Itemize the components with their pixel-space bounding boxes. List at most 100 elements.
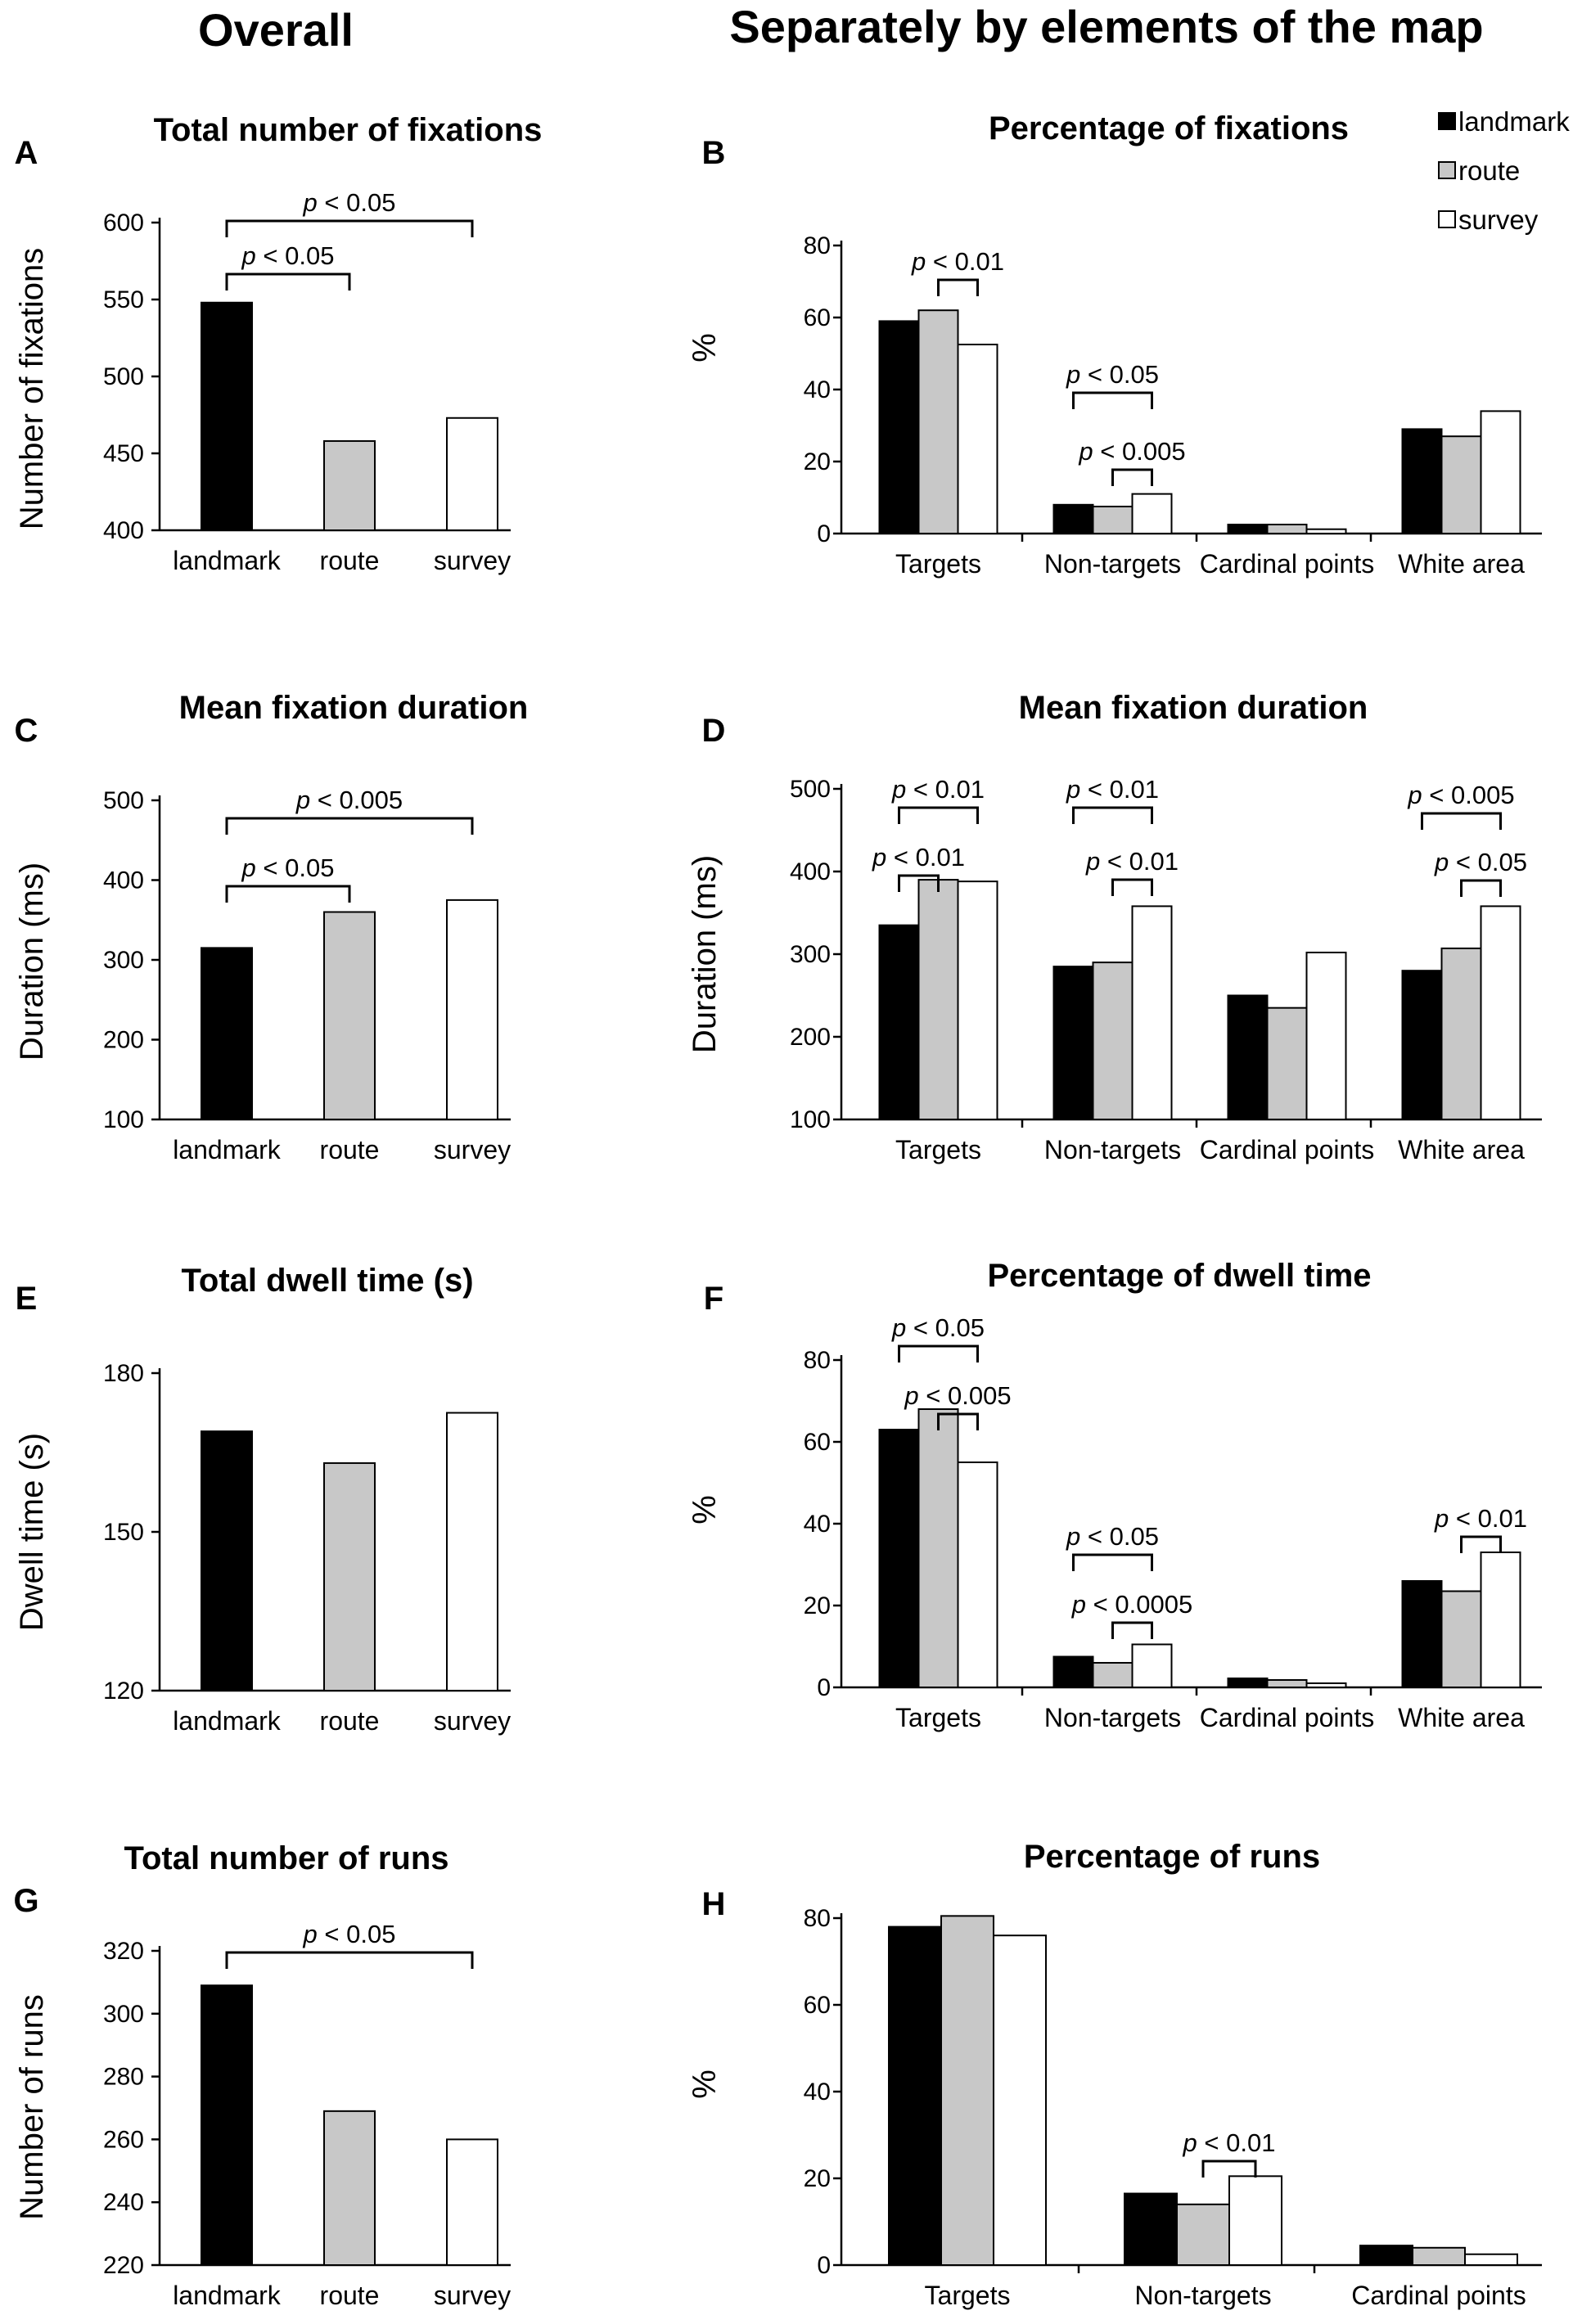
y-axis-label: Dwell time (s) xyxy=(14,1433,50,1631)
panel-c: C Mean fixation duration Duration (ms) 100 2… xyxy=(14,690,528,1164)
p-value: < 0.05 xyxy=(256,241,335,270)
significance-label: p < 0.005 xyxy=(1407,781,1514,809)
bracket-line xyxy=(1072,391,1153,409)
p-symbol: p xyxy=(241,853,256,882)
y-tick-label: 500 xyxy=(103,363,144,390)
bar-landmark xyxy=(1052,966,1094,1121)
bar-survey xyxy=(993,1934,1047,2266)
y-tick-label: 450 xyxy=(103,440,144,467)
y-tick-label: 500 xyxy=(790,776,831,803)
x-category-label: Non-targets xyxy=(1044,1703,1181,1732)
bar-route xyxy=(323,2110,376,2267)
panels: A Total number of fixations Number of fixa… xyxy=(13,110,1542,2310)
bar-survey xyxy=(1305,528,1347,534)
p-symbol: p xyxy=(1085,847,1100,876)
p-value: < 0.05 xyxy=(1449,848,1527,876)
bar-survey xyxy=(1480,905,1521,1121)
significance-label: p < 0.05 xyxy=(1066,1522,1159,1551)
significance-bracket: p < 0.05 xyxy=(1434,848,1527,897)
x-category-label: Targets xyxy=(925,2281,1011,2310)
legend-label-route: route xyxy=(1458,155,1520,186)
p-value: < 0.05 xyxy=(318,1920,396,1948)
significance-bracket: p < 0.005 xyxy=(1078,437,1186,486)
significance-label: p < 0.05 xyxy=(303,1920,396,1948)
bracket-line xyxy=(225,272,351,290)
panel-a: A Total number of fixations Number of fixa… xyxy=(14,112,542,575)
p-symbol: p xyxy=(1407,781,1422,809)
p-value: < 0.05 xyxy=(906,1313,985,1342)
panel-b: B Percentage of fixations% 0 20 40 60 80 Target… xyxy=(687,110,1542,579)
p-value: < 0.005 xyxy=(310,786,403,814)
y-tick-label: 60 xyxy=(804,1429,831,1456)
p-value: < 0.05 xyxy=(1080,360,1159,389)
bar-landmark xyxy=(1359,2245,1413,2266)
p-value: < 0.01 xyxy=(1197,2128,1276,2157)
y-tick-label: 600 xyxy=(103,209,144,236)
y-axis-label: % xyxy=(687,1495,723,1525)
bar-route xyxy=(323,911,376,1120)
x-category-label: Non-targets xyxy=(1044,1135,1181,1164)
significance-label: p < 0.01 xyxy=(911,247,1004,276)
x-category-label: landmark xyxy=(173,1706,282,1736)
x-category-label: survey xyxy=(434,1135,511,1164)
bar-landmark xyxy=(1227,524,1269,534)
bar-route xyxy=(1412,2246,1466,2267)
y-tick-label: 20 xyxy=(804,448,831,475)
y-tick-label: 60 xyxy=(804,1992,831,2019)
x-category-label: Targets xyxy=(895,549,981,579)
significance-label: p < 0.01 xyxy=(1434,1504,1527,1533)
bar-landmark xyxy=(1401,428,1443,535)
bracket-line xyxy=(1111,468,1153,486)
p-symbol: p xyxy=(1434,1504,1449,1533)
bar-survey xyxy=(1480,1552,1521,1688)
y-tick-label: 40 xyxy=(804,376,831,403)
significance-label: p < 0.05 xyxy=(303,188,396,217)
bar-survey xyxy=(957,881,998,1120)
p-value: < 0.01 xyxy=(886,843,965,872)
bar-landmark xyxy=(201,947,253,1120)
p-value: < 0.01 xyxy=(926,247,1004,276)
panel-e: E Total dwell time (s) Dwell time (s) 120 15… xyxy=(14,1263,511,1736)
bracket-line xyxy=(1072,806,1153,824)
x-category-label: White area xyxy=(1398,1135,1525,1164)
legend-swatch-landmark xyxy=(1438,112,1456,130)
x-category-label: Cardinal points xyxy=(1351,2281,1526,2310)
bracket-line xyxy=(1072,1553,1153,1571)
significance-label: p < 0.005 xyxy=(1078,437,1185,466)
significance-bracket: p < 0.05 xyxy=(225,241,351,290)
panel-letter: H xyxy=(702,1886,726,1922)
panel-g: G Total number of runs Number of runs 220 24… xyxy=(13,1840,511,2310)
bar-survey xyxy=(1131,905,1173,1121)
bracket-line xyxy=(937,1412,979,1430)
y-tick-label: 300 xyxy=(790,941,831,968)
legend-label-survey: survey xyxy=(1458,205,1539,235)
p-symbol: p xyxy=(241,241,256,270)
bar-landmark xyxy=(201,301,253,531)
y-tick-label: 550 xyxy=(103,286,144,313)
p-symbol: p xyxy=(303,1920,318,1948)
significance-label: p < 0.005 xyxy=(904,1381,1011,1410)
p-symbol: p xyxy=(1066,360,1080,389)
y-tick-label: 300 xyxy=(103,2001,144,2028)
x-category-label: Targets xyxy=(895,1135,981,1164)
bar-survey xyxy=(957,1462,998,1688)
significance-label: p < 0.01 xyxy=(1183,2128,1276,2157)
p-value: < 0.05 xyxy=(318,188,396,217)
y-tick-label: 0 xyxy=(817,1674,831,1701)
p-value: < 0.01 xyxy=(1080,775,1159,804)
p-symbol: p xyxy=(1066,775,1080,804)
y-tick-label: 40 xyxy=(804,2079,831,2106)
x-category-label: White area xyxy=(1398,549,1525,579)
significance-bracket: p < 0.01 xyxy=(1183,2128,1276,2178)
y-tick-label: 200 xyxy=(790,1024,831,1051)
significance-bracket: p < 0.005 xyxy=(1407,781,1515,830)
bar-landmark xyxy=(878,1429,920,1688)
bar-route xyxy=(323,1462,376,1692)
legend-swatch-route xyxy=(1438,161,1456,179)
p-symbol: p xyxy=(904,1381,918,1410)
bar-route xyxy=(940,1915,994,2267)
significance-label: p < 0.01 xyxy=(891,775,985,804)
significance-bracket: p < 0.01 xyxy=(911,247,1004,296)
significance-label: p < 0.05 xyxy=(1066,360,1159,389)
panel-title: Percentage of fixations xyxy=(989,110,1349,146)
